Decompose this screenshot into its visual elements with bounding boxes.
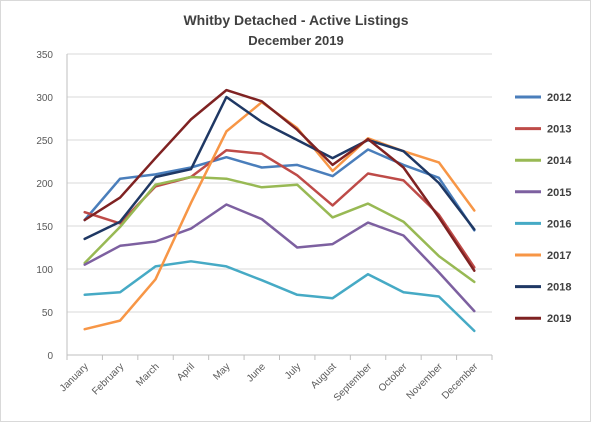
y-tick-label: 350 (36, 50, 53, 61)
y-tick-label: 0 (47, 351, 53, 362)
x-tick-label: November (405, 361, 446, 402)
series-line-2016 (83, 260, 476, 333)
x-tick-label: March (134, 361, 161, 388)
x-tick-label: June (245, 361, 268, 384)
chart-title: Whitby Detached - Active Listings (183, 12, 408, 28)
x-tick-label: October (377, 361, 410, 394)
x-tick-label: December (440, 361, 481, 402)
legend-label-2017: 2017 (547, 250, 571, 262)
x-axis-ticks: January February March April May June July Augu… (58, 355, 493, 404)
series-line-2019 (83, 88, 476, 272)
series-line-2017 (83, 100, 476, 331)
y-axis-ticks: 0 50 100 150 200 250 300 350 (36, 50, 53, 362)
y-tick-label: 300 (36, 93, 53, 104)
x-tick-label: September (332, 361, 375, 404)
legend-label-2016: 2016 (547, 218, 571, 230)
legend: 2012 2013 2014 2015 2016 2017 2018 2019 (515, 92, 572, 325)
y-tick-label: 50 (42, 308, 54, 319)
y-tick-label: 250 (36, 136, 53, 147)
legend-label-2014: 2014 (547, 155, 572, 167)
chart-subtitle: December 2019 (248, 33, 343, 48)
gridlines (67, 53, 492, 313)
y-tick-label: 100 (36, 265, 53, 276)
x-tick-label: July (283, 361, 303, 381)
x-tick-label: August (309, 361, 339, 391)
legend-label-2015: 2015 (547, 187, 571, 199)
series-line-2015 (83, 203, 476, 313)
series-line-2018 (83, 95, 476, 241)
x-tick-label: January (58, 361, 91, 394)
series-line-2012 (83, 148, 476, 232)
legend-label-2019: 2019 (547, 313, 571, 325)
y-tick-label: 200 (36, 179, 53, 190)
series-line-2014 (83, 175, 476, 284)
series-lines (83, 88, 476, 333)
x-tick-label: April (175, 361, 197, 383)
legend-label-2012: 2012 (547, 92, 571, 104)
x-tick-label: May (211, 361, 232, 382)
legend-label-2013: 2013 (547, 124, 571, 136)
x-tick-label: February (90, 361, 126, 397)
legend-label-2018: 2018 (547, 282, 571, 294)
y-tick-label: 150 (36, 222, 53, 233)
